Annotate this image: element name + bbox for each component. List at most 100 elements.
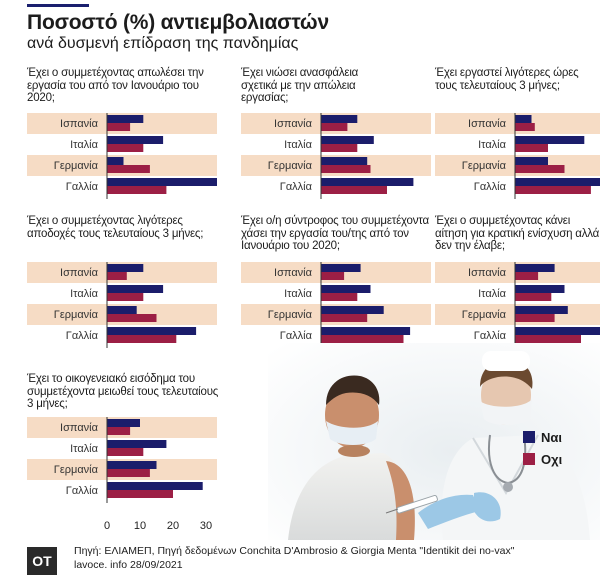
bar-no (321, 123, 348, 131)
bar-no (107, 469, 150, 477)
bar-no (107, 314, 157, 322)
category-label: Ισπανία (274, 118, 313, 130)
category-label: Γαλλία (280, 181, 313, 193)
bar-no (515, 144, 548, 152)
bar-yes (321, 285, 371, 293)
vaccination-photo (268, 343, 600, 540)
bar-yes (107, 157, 124, 165)
bar-no (107, 186, 167, 194)
bar-no (321, 272, 345, 280)
category-label: Γερμανία (462, 309, 507, 321)
source-date: lavoce. info 28/09/2021 (74, 559, 183, 571)
category-label: Ισπανία (60, 118, 99, 130)
bar-chart-job-insecurity: Ισπανία Ιταλία Γερμανία Γαλλία (241, 113, 431, 199)
bar-no (107, 272, 127, 280)
bar-yes (321, 157, 368, 165)
category-label: Γαλλία (66, 330, 99, 342)
bar-yes (107, 461, 157, 469)
bar-yes (515, 306, 568, 314)
bar-no (107, 123, 131, 131)
bar-yes (321, 136, 374, 144)
panel-title: Έχει ο συμμετέχοντας απωλέσει την εργασί… (27, 67, 204, 104)
bar-yes (515, 178, 600, 186)
bar-yes (321, 327, 411, 335)
bar-yes (107, 440, 167, 448)
bar-no (321, 314, 368, 322)
bar-no (107, 165, 150, 173)
bar-no (321, 293, 358, 301)
bar-chart-state-aid: ΙσπανίαΙταλίαΓερμανίαΓαλλία010203040 (435, 262, 600, 377)
x-tick-label: 20 (167, 520, 179, 532)
legend-label-no: Οχι (541, 452, 563, 467)
category-label: Ιταλία (284, 288, 313, 300)
bar-no (107, 490, 173, 498)
bar-no (107, 144, 144, 152)
bar-no (515, 335, 581, 343)
legend-swatch-no (523, 453, 535, 465)
bar-no (321, 186, 387, 194)
category-label: Γαλλία (66, 181, 99, 193)
category-label: Γαλλία (280, 330, 313, 342)
bar-chart-fewer-hours: Ισπανία Ιταλία Γερμανία Γαλλία (435, 113, 600, 199)
legend-item-yes: Ναι (523, 430, 562, 445)
bar-no (107, 448, 144, 456)
page-subtitle: ανά δυσμενή επίδραση της πανδημίας (27, 35, 299, 52)
category-label: Ισπανία (60, 267, 99, 279)
category-label: Γερμανία (54, 464, 99, 476)
category-label: Ιταλία (70, 443, 99, 455)
bar-yes (107, 136, 164, 144)
category-label: Ισπανία (274, 267, 313, 279)
bar-yes (107, 264, 144, 272)
bar-yes (107, 115, 144, 123)
category-label: Ιταλία (478, 139, 507, 151)
legend-label-yes: Ναι (541, 430, 562, 445)
category-label: Γερμανία (54, 160, 99, 172)
bar-no (321, 165, 371, 173)
bar-chart-household-income: ΙσπανίαΙταλίαΓερμανίαΓαλλία010203040 (27, 417, 217, 532)
accent-bar (27, 4, 89, 7)
legend-item-no: Οχι (523, 452, 562, 467)
x-tick-label: 10 (134, 520, 146, 532)
bar-yes (107, 482, 203, 490)
bar-yes (107, 327, 197, 335)
category-label: Γαλλία (474, 181, 507, 193)
category-label: Ισπανία (60, 422, 99, 434)
category-label: Ισπανία (468, 118, 507, 130)
category-label: Γερμανία (268, 309, 313, 321)
bar-chart-lost-job: Ισπανία Ιταλία Γερμανία Γαλλία (27, 113, 217, 199)
bar-yes (515, 327, 600, 335)
source-text: Πηγή: ΕΛΙΑΜΕΠ, Πηγή δεδομένων Conchita D… (74, 545, 515, 557)
bar-yes (515, 157, 548, 165)
panel-title: Έχει το οικογενειακό εισόδημα του συμμετ… (27, 373, 219, 410)
bar-no (515, 123, 535, 131)
category-label: Γερμανία (268, 160, 313, 172)
bar-yes (107, 419, 140, 427)
legend-swatch-yes (523, 431, 535, 443)
bar-no (321, 144, 358, 152)
bar-no (515, 314, 555, 322)
panel-title: Έχει νιώσει ανασφάλεια σχετικά με την απ… (241, 67, 359, 104)
bar-no (515, 165, 565, 173)
panel-title: Έχει εργαστεί λιγότερες ώρες τους τελευτ… (435, 67, 579, 92)
bar-yes (321, 178, 414, 186)
bar-no (107, 427, 131, 435)
category-label: Γερμανία (54, 309, 99, 321)
bar-no (515, 272, 539, 280)
category-label: Ισπανία (468, 267, 507, 279)
bar-yes (107, 178, 217, 186)
publisher-logo: OT (27, 547, 57, 575)
bar-no (107, 335, 177, 343)
bar-yes (515, 136, 585, 144)
category-label: Γερμανία (462, 160, 507, 172)
bar-no (107, 293, 144, 301)
x-tick-label: 30 (200, 520, 212, 532)
bar-chart-lower-earnings: Ισπανία Ιταλία Γερμανία Γαλλία (27, 262, 217, 348)
bar-yes (515, 264, 555, 272)
category-label: Γαλλία (66, 485, 99, 497)
bar-no (515, 293, 552, 301)
x-tick-label: 0 (104, 520, 110, 532)
bar-no (321, 335, 404, 343)
category-label: Ιταλία (478, 288, 507, 300)
bar-yes (515, 115, 532, 123)
bar-yes (321, 306, 384, 314)
